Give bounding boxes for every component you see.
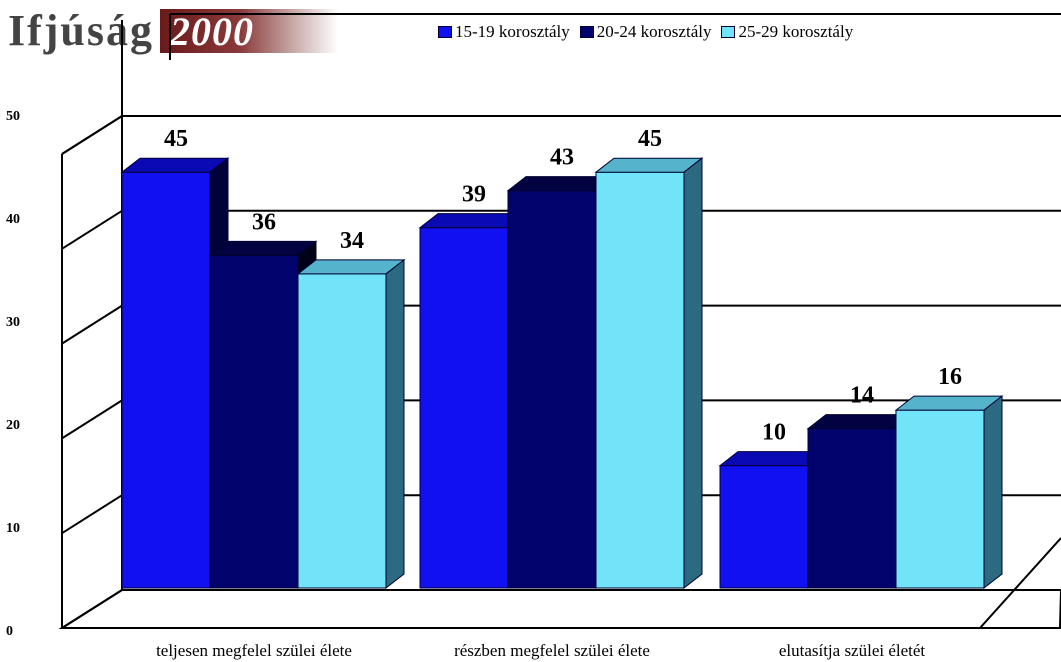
bar-side [983,395,1003,590]
legend-swatch-series-2 [579,26,594,38]
y-axis-ticks: 0 10 20 30 40 50 [6,109,20,639]
bar-side [683,157,703,590]
bar-front [807,428,897,589]
bar-value-label: 10 [762,420,786,446]
bar-value-label: 16 [938,364,962,390]
x-tick-label: részben megfelel szülei élete [454,641,650,660]
legend-item-series-2: 20-24 korosztály [579,22,712,42]
legend-swatch-series-3 [721,26,736,38]
bar-front [297,273,387,589]
brand-title: Ifjúság [8,6,155,55]
brand-year-banner: 2000 [160,9,339,54]
bar-0-2 [296,258,406,590]
floor-edge [979,537,1061,629]
legend-label-series-3: 25-29 korosztály [738,22,854,41]
bar-value-labels: 45 36 34 39 43 45 10 14 16 [164,126,962,445]
y-tick-label: 20 [6,418,20,433]
sidewall-top [61,115,123,155]
brand-logo: Ifjúság 2000 [8,6,339,56]
bar-1-2 [594,157,704,590]
legend-item-series-1: 15-19 korosztály [438,22,570,42]
sidewall-line-20 [61,399,123,440]
bar-value-label: 45 [164,126,188,152]
bar-value-label: 45 [638,126,662,152]
bar-side [385,258,405,590]
bar-value-label: 36 [252,209,276,235]
legend-swatch-series-1 [438,26,452,38]
bar-front [209,254,299,589]
chart-legend: 15-19 korosztály 20-24 korosztály 25-29 … [438,22,853,42]
bar-value-label: 39 [462,182,486,208]
y-tick-label: 40 [6,212,20,227]
chart-bars [120,157,1004,590]
bar-front [121,171,211,589]
y-tick-label: 10 [6,521,20,536]
sidewall-line-30 [61,304,123,345]
sidewall-line-10 [61,494,123,535]
legend-label-series-2: 20-24 korosztály [596,22,712,41]
bar-front [895,409,985,589]
legend-item-series-3: 25-29 korosztály [721,22,853,42]
sidewall-line-40 [61,209,123,250]
bar-value-label: 14 [850,383,874,409]
y-tick-label: 30 [6,315,20,330]
sidewall-line-0 [61,589,123,629]
x-tick-label: teljesen megfelel szülei élete [156,641,352,660]
bar-front [719,465,809,589]
bar-value-label: 34 [340,228,364,254]
bar-2-2 [894,395,1004,590]
x-axis-labels: teljesen megfelel szülei élete részben me… [156,641,925,660]
chart-floor [58,589,1061,629]
y-tick-label: 0 [6,624,13,639]
bar-front [419,227,509,589]
x-tick-label: elutasítja szülei életét [779,641,926,660]
bar-front [595,171,685,589]
legend-label-series-1: 15-19 korosztály [455,22,570,41]
y-tick-label: 50 [6,109,20,124]
bar-value-label: 43 [550,145,574,171]
bar-front [507,190,597,589]
